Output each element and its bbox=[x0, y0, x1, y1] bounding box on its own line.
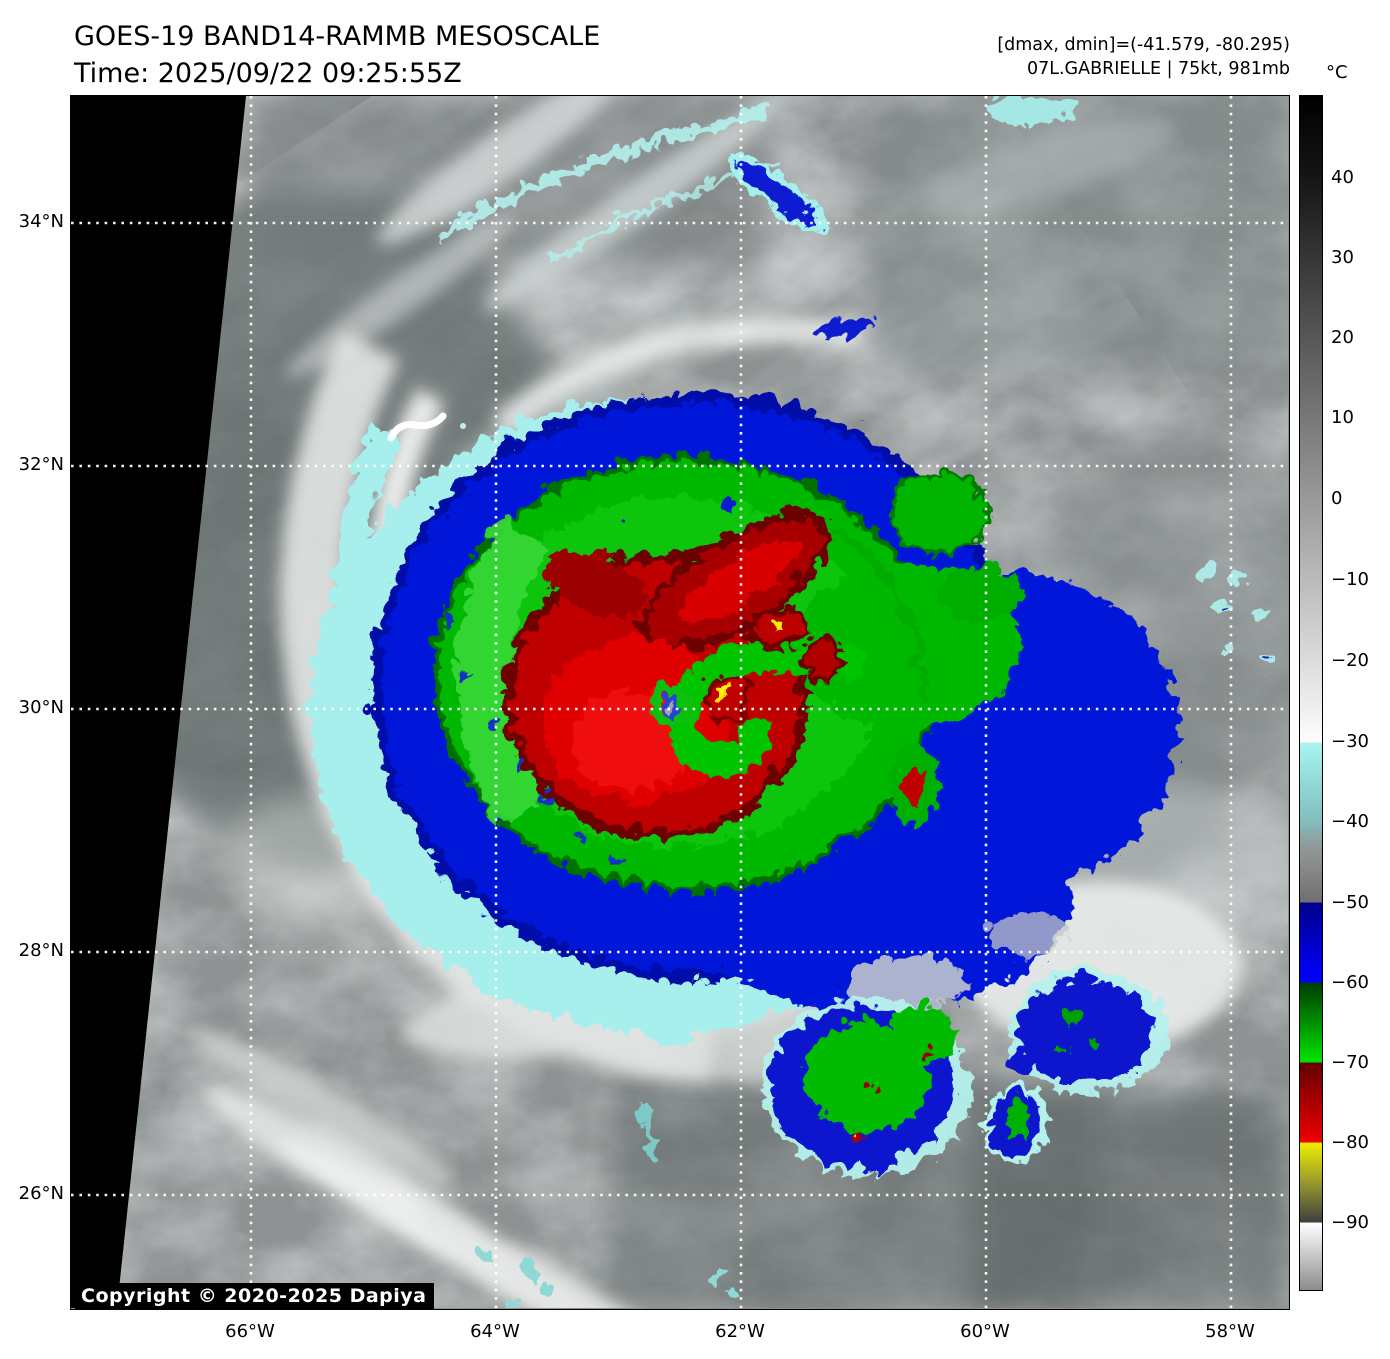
header-right: [dmax, dmin]=(-41.579, -80.295) 07L.GABRI… bbox=[997, 33, 1290, 81]
hurricane-gabrielle bbox=[304, 96, 1269, 1308]
south-teal-streaks bbox=[472, 1101, 731, 1308]
lon-tick-60w: 60°W bbox=[960, 1321, 1010, 1342]
colorbar bbox=[1299, 95, 1323, 1291]
storm-readout: 07L.GABRIELLE | 75kt, 981mb bbox=[1026, 59, 1290, 79]
lat-tick-26n: 26°N bbox=[18, 1183, 64, 1204]
satellite-map-canvas bbox=[71, 96, 1288, 1308]
colorbar-tick: 0 bbox=[1331, 488, 1343, 509]
lat-tick-34n: 34°N bbox=[18, 211, 64, 232]
east-cyan-specks bbox=[1189, 559, 1269, 662]
lon-tick-62w: 62°W bbox=[715, 1321, 765, 1342]
colorbar-tick: −10 bbox=[1331, 569, 1369, 590]
colorbar-tick: −50 bbox=[1331, 892, 1369, 913]
colorbar-tick: −80 bbox=[1331, 1132, 1369, 1153]
nodata-wedge bbox=[71, 96, 246, 1308]
se-convection-cells bbox=[756, 964, 1163, 1171]
range-readout: [dmax, dmin]=(-41.579, -80.295) bbox=[997, 35, 1290, 55]
graticule bbox=[71, 96, 1288, 1308]
cyan-speck bbox=[460, 423, 466, 429]
lat-tick-30n: 30°N bbox=[18, 697, 64, 718]
cold-core-red bbox=[498, 505, 918, 834]
sw-fringe-specks bbox=[436, 611, 616, 861]
satellite-map: Copyright © 2020-2025 Dapiya bbox=[70, 95, 1290, 1310]
colorbar-unit-label: °C bbox=[1326, 62, 1348, 83]
lon-tick-64w: 64°W bbox=[470, 1321, 520, 1342]
lon-tick-58w: 58°W bbox=[1205, 1321, 1255, 1342]
colorbar-tick: 30 bbox=[1331, 247, 1354, 268]
colorbar-tick: −70 bbox=[1331, 1052, 1369, 1073]
colorbar-tick: −20 bbox=[1331, 650, 1369, 671]
header-titles: GOES-19 BAND14-RAMMB MESOSCALE Time: 2025… bbox=[74, 18, 600, 92]
colorbar-tick: −60 bbox=[1331, 972, 1369, 993]
timestamp: Time: 2025/09/22 09:25:55Z bbox=[74, 58, 462, 89]
lat-tick-32n: 32°N bbox=[18, 454, 64, 475]
colorbar-tick: −30 bbox=[1331, 731, 1369, 752]
colorbar-tick: −90 bbox=[1331, 1212, 1369, 1233]
product-title: GOES-19 BAND14-RAMMB MESOSCALE bbox=[74, 21, 601, 52]
colorbar-tick: 20 bbox=[1331, 327, 1354, 348]
copyright-badge: Copyright © 2020-2025 Dapiya bbox=[75, 1283, 435, 1309]
lat-tick-28n: 28°N bbox=[18, 940, 64, 961]
colorbar-tick: 10 bbox=[1331, 407, 1354, 428]
colorbar-tick: 40 bbox=[1331, 167, 1354, 188]
lon-tick-66w: 66°W bbox=[225, 1321, 275, 1342]
white-hook-cloud bbox=[387, 412, 447, 442]
north-blue-slivers bbox=[615, 145, 873, 520]
colorbar-tick: −40 bbox=[1331, 811, 1369, 832]
